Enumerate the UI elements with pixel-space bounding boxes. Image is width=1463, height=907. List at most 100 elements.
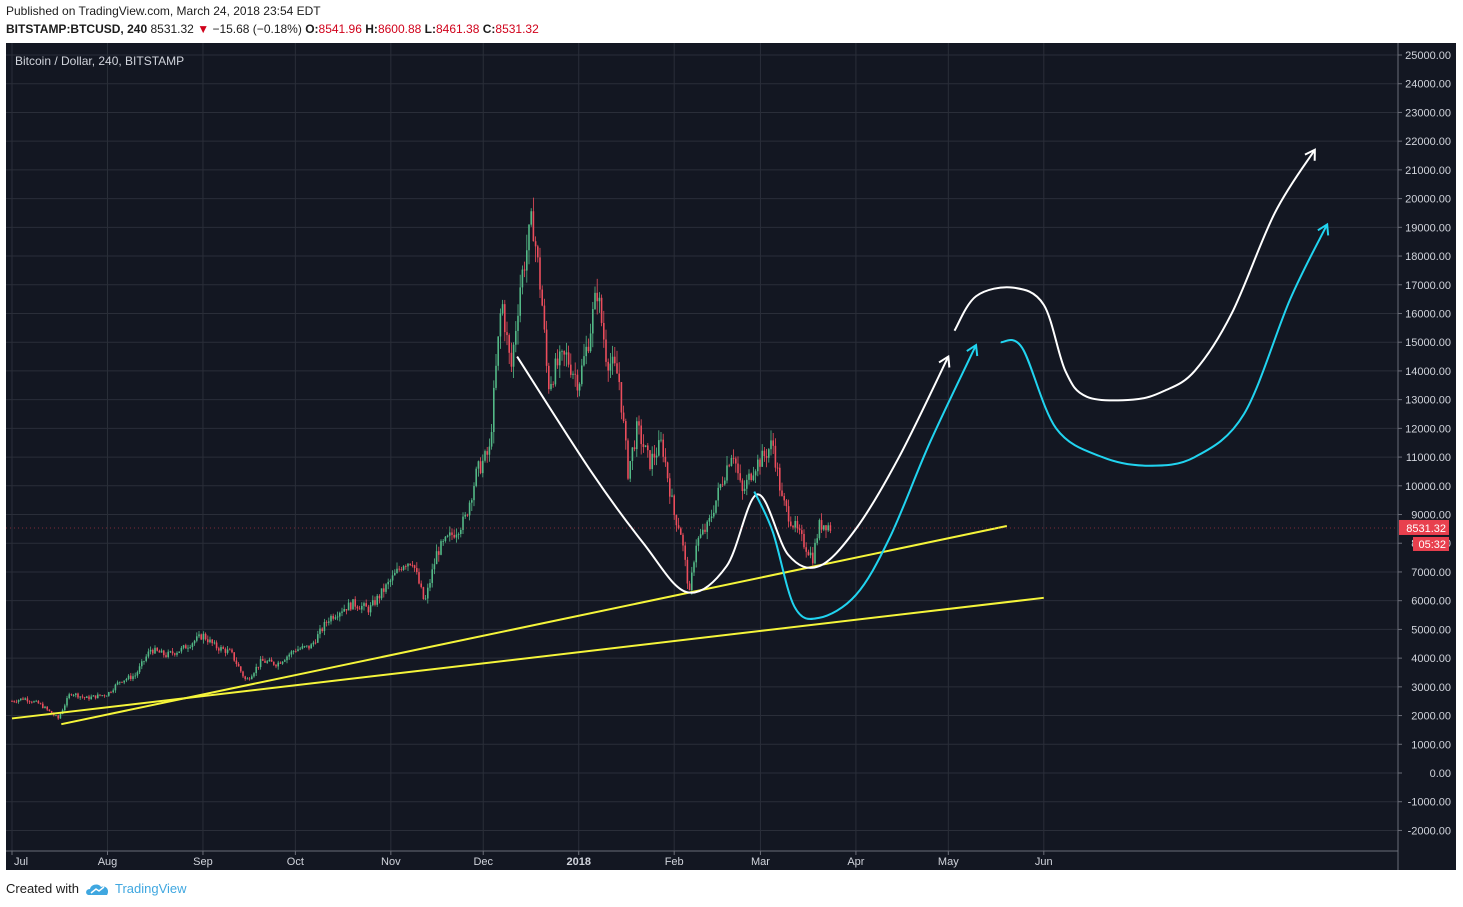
candle-body [451, 532, 453, 535]
candle-body [196, 636, 198, 641]
candle-body [198, 634, 200, 637]
candle-body [515, 330, 517, 345]
candle-body [576, 374, 579, 391]
candle-body [739, 473, 741, 481]
candle-body [519, 287, 521, 316]
candle-body [750, 473, 752, 480]
candle-body [385, 584, 387, 592]
candle-body [244, 676, 246, 680]
candle-body [647, 445, 649, 451]
candle-body [277, 662, 279, 667]
price-tick-label: -1000.00 [1408, 797, 1451, 809]
candle-body [295, 651, 297, 652]
time-tick-label: 2018 [566, 856, 590, 868]
candle-body [365, 603, 367, 607]
candle-body [611, 356, 614, 364]
time-tick-label: Aug [98, 856, 118, 868]
candle-body [171, 651, 174, 654]
candle-body [50, 711, 53, 714]
open-label: O: [305, 22, 319, 36]
candle-body [633, 447, 636, 450]
candle-body [726, 465, 728, 481]
candle-body [345, 609, 348, 611]
time-tick-label: Dec [473, 856, 493, 868]
candle-body [823, 525, 825, 530]
price-tick-label: 25000.00 [1405, 50, 1451, 62]
candle-body [517, 315, 519, 331]
candle-body [616, 363, 618, 374]
candle-body [570, 364, 572, 375]
candle-body [431, 569, 433, 583]
candle-body [372, 600, 374, 606]
candle-body [240, 666, 242, 672]
candle-body [343, 609, 345, 612]
candle-body [363, 603, 365, 606]
candle-body [598, 297, 601, 302]
candle-body [693, 562, 695, 573]
candle-body [449, 532, 451, 536]
candle-body [460, 529, 462, 535]
candle-body [779, 467, 781, 491]
candle-body [154, 647, 156, 654]
candle-body [242, 671, 244, 677]
candle-body [380, 588, 383, 599]
candle-body [59, 713, 62, 719]
candle-body [398, 568, 400, 570]
candle-body [622, 412, 625, 422]
candle-body [220, 647, 222, 651]
candle-body [572, 373, 574, 375]
candle-body [664, 456, 667, 463]
candle-body [332, 615, 334, 619]
candle-body [713, 512, 715, 517]
candle-body [396, 568, 398, 573]
low-label: L: [424, 22, 436, 36]
candle-body [321, 628, 323, 632]
candle-body [70, 694, 73, 696]
candle-body [638, 421, 640, 426]
candle-body [284, 660, 286, 662]
candle-body [717, 487, 719, 501]
candle-body [123, 680, 125, 683]
candle-body [504, 304, 506, 333]
drawings [11, 148, 1330, 726]
candle-body [257, 666, 260, 668]
candle-body [24, 698, 26, 700]
candle-body [176, 652, 178, 655]
time-tick-label: Oct [287, 856, 304, 868]
candle-body [596, 292, 598, 302]
candle-body [405, 566, 407, 568]
candle-body [105, 695, 108, 697]
candle-body [17, 700, 20, 702]
candle-body [383, 588, 385, 592]
candle-body [336, 616, 339, 618]
time-axis[interactable]: Jul Aug Sep Oct Nov Dec 2018 Feb Mar Apr May Jun [11, 851, 1053, 868]
candle-body [567, 352, 570, 365]
candle-body [697, 537, 700, 546]
candle-body [312, 642, 315, 645]
candle-body [314, 642, 317, 644]
candle-body [215, 642, 218, 649]
candle-body [97, 694, 99, 699]
candle-body [763, 450, 766, 457]
candle-body [75, 693, 77, 695]
candle-body [374, 600, 376, 605]
price-axis[interactable]: 25000.00 24000.00 23000.00 22000.00 21000.00… [1398, 50, 1451, 837]
candle-body [803, 533, 805, 548]
candle-body [233, 652, 235, 661]
candle-body [22, 698, 24, 700]
candle-body [708, 517, 711, 522]
candle-body [92, 695, 95, 697]
tradingview-link[interactable]: TradingView [85, 880, 187, 898]
candle-body [479, 461, 482, 474]
candle-body [754, 471, 757, 476]
candle-body [600, 297, 603, 323]
candle-body [684, 545, 686, 560]
candle-body [134, 675, 136, 677]
candle-body [86, 696, 88, 698]
candle-body [495, 365, 497, 388]
price-chart[interactable]: 25000.00 24000.00 23000.00 22000.00 21000.00… [0, 0, 1463, 880]
candle-body [651, 453, 653, 469]
candle-body [182, 645, 185, 648]
candle-body [620, 382, 623, 413]
last-price-label: 8531.32 [1406, 523, 1446, 535]
